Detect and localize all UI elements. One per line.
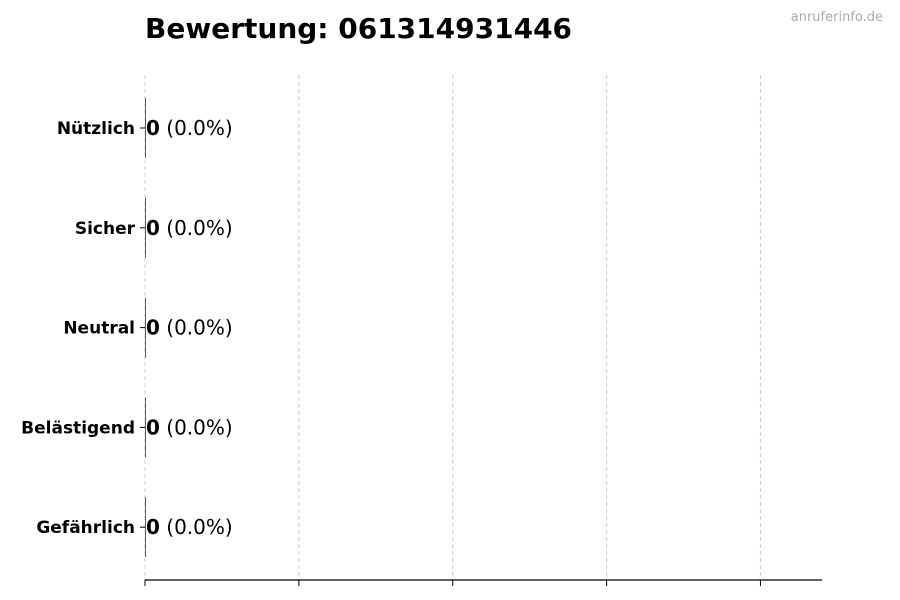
data-label: 0 (0.0%): [146, 116, 233, 140]
bar: [145, 297, 146, 358]
data-label: 0 (0.0%): [146, 515, 233, 539]
data-label: 0 (0.0%): [146, 316, 233, 340]
y-tick-label: Belästigend: [21, 418, 135, 438]
y-tick-label: Gefährlich: [36, 518, 135, 538]
y-tick-label: Sicher: [75, 219, 136, 239]
value-label: 0: [146, 515, 160, 539]
percent-label: (0.0%): [160, 415, 233, 439]
percent-label: (0.0%): [160, 316, 233, 340]
y-tick-label: Nützlich: [57, 119, 135, 139]
value-label: 0: [146, 116, 160, 140]
watermark: anruferinfo.de: [790, 10, 883, 25]
value-label: 0: [146, 316, 160, 340]
data-label: 0 (0.0%): [146, 415, 233, 439]
data-label: 0 (0.0%): [146, 216, 233, 240]
bar: [145, 197, 146, 258]
percent-label: (0.0%): [160, 515, 233, 539]
value-label: 0: [146, 415, 160, 439]
value-label: 0: [146, 216, 160, 240]
bar: [145, 98, 146, 158]
chart-title: Bewertung: 061314931446: [145, 12, 573, 45]
y-tick-label: Neutral: [63, 319, 135, 339]
percent-label: (0.0%): [160, 216, 233, 240]
percent-label: (0.0%): [160, 116, 233, 140]
bar: [145, 497, 146, 558]
bar: [145, 397, 146, 458]
